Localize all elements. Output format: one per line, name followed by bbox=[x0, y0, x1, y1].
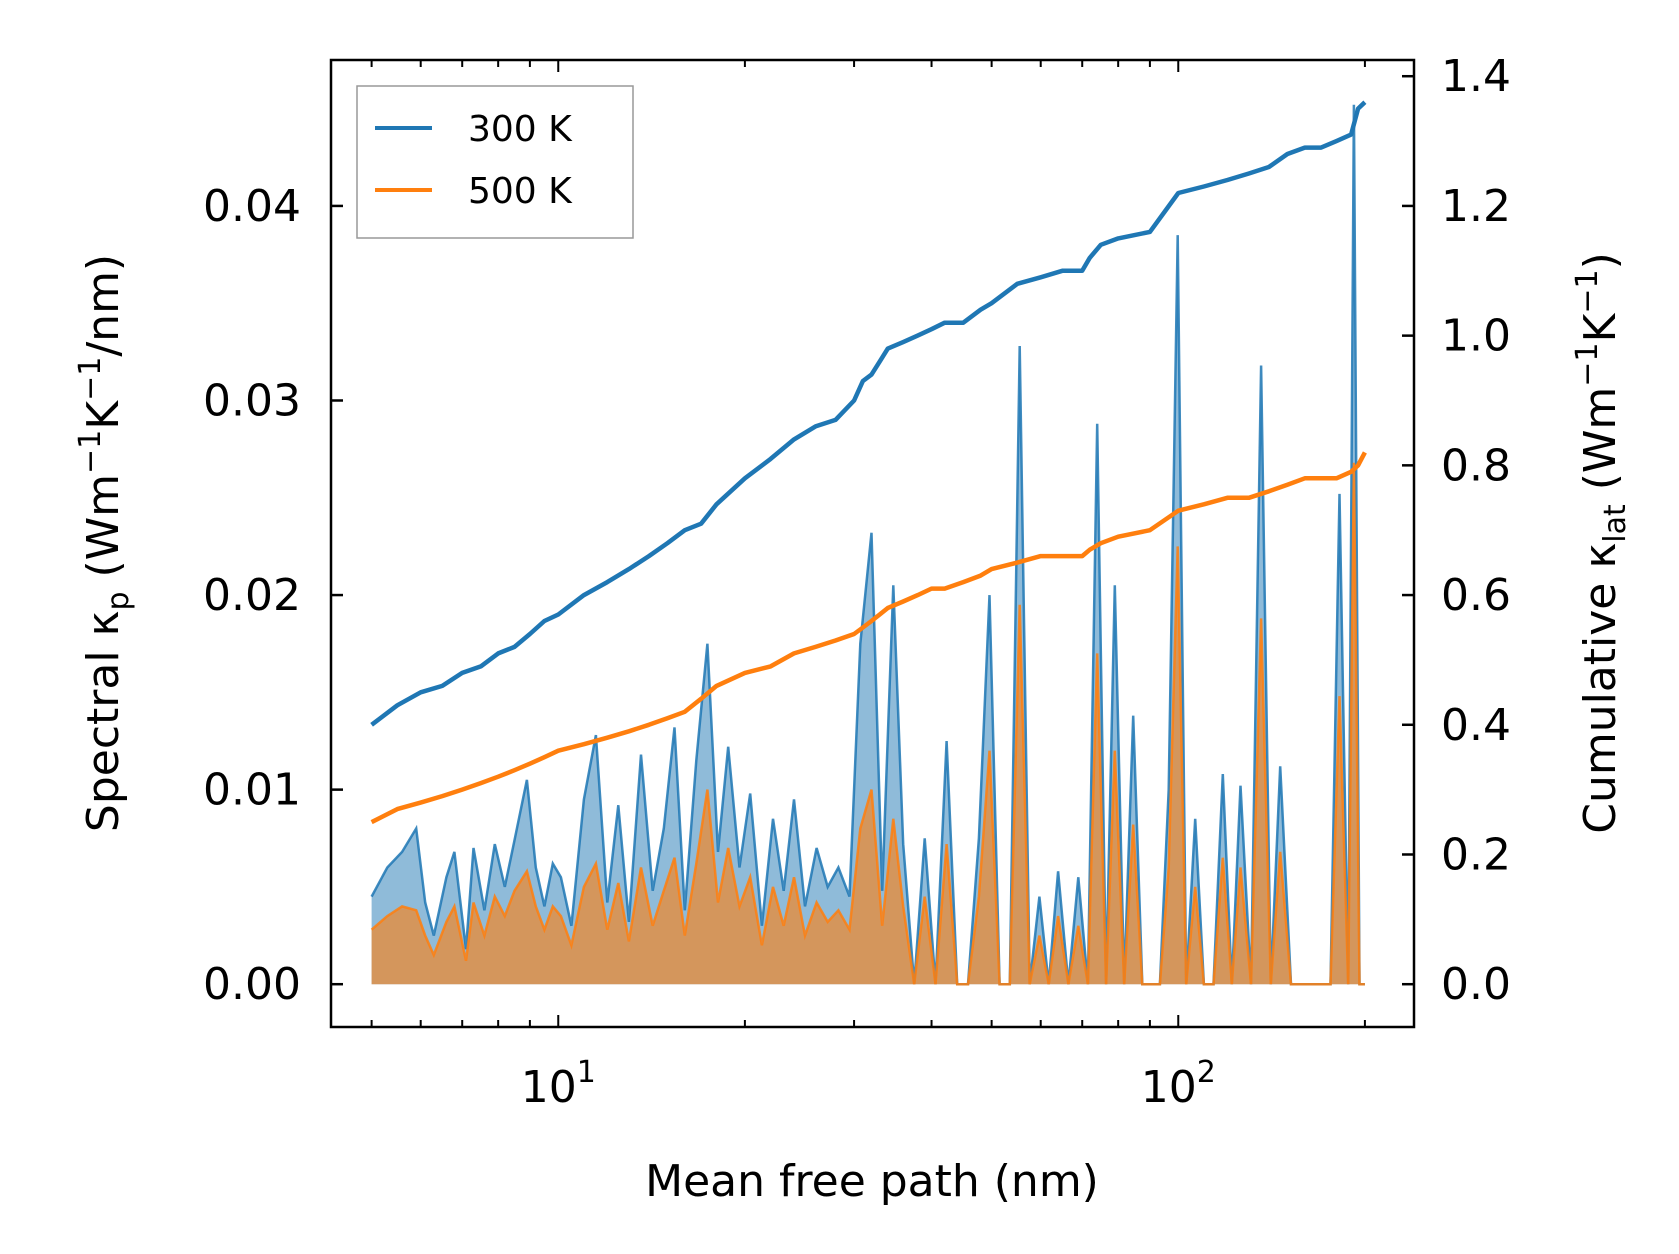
axis-ticks: 0.00 0.01 0.02 0.03 0.04 0.0 0.2 0.4 0.6 0.8 1.0 1.… bbox=[203, 51, 1511, 1113]
y-left-tick-label: 0.01 bbox=[203, 765, 301, 816]
legend-label-500k: 500 K bbox=[468, 171, 573, 212]
y-left-tick-label: 0.03 bbox=[203, 375, 301, 426]
spectral-fills bbox=[370, 104, 1365, 986]
y-right-tick-label: 0.2 bbox=[1441, 829, 1511, 880]
y-left-tick-label: 0.04 bbox=[203, 181, 301, 232]
y-right-tick-label: 0.4 bbox=[1441, 700, 1511, 751]
y-right-axis-label: Cumulative κlat (Wm−1K−1) bbox=[1570, 252, 1633, 834]
y-left-axis-label: Spectral κp (Wm−1K−1/nm) bbox=[73, 254, 136, 832]
series-lines bbox=[370, 100, 1367, 825]
y-right-tick-label: 1.0 bbox=[1441, 311, 1511, 362]
legend-box bbox=[356, 85, 634, 239]
y-right-tick-label: 1.4 bbox=[1441, 51, 1511, 102]
legend: 300 K 500 K bbox=[356, 85, 634, 239]
plot-frame bbox=[329, 58, 1416, 1029]
y-right-tick-label: 0.8 bbox=[1441, 440, 1511, 491]
cumulative-line-500k bbox=[370, 451, 1367, 825]
x-tick-label: 102 bbox=[1141, 1055, 1216, 1113]
y-left-tick-label: 0.02 bbox=[203, 570, 301, 621]
legend-label-300k: 300 K bbox=[468, 109, 573, 150]
spectral-line-300k bbox=[370, 104, 1365, 986]
y-right-tick-label: 1.2 bbox=[1441, 181, 1511, 232]
x-tick-label: 101 bbox=[521, 1055, 596, 1113]
cumulative-line-300k bbox=[370, 100, 1367, 727]
y-right-tick-label: 0.6 bbox=[1441, 570, 1511, 621]
y-right-tick-label: 0.0 bbox=[1441, 959, 1511, 1010]
x-axis-label: Mean free path (nm) bbox=[645, 1156, 1099, 1207]
spectral-line-500k bbox=[370, 462, 1365, 986]
spectral-area-500k bbox=[371, 462, 1365, 985]
y-left-tick-label: 0.00 bbox=[203, 959, 301, 1010]
